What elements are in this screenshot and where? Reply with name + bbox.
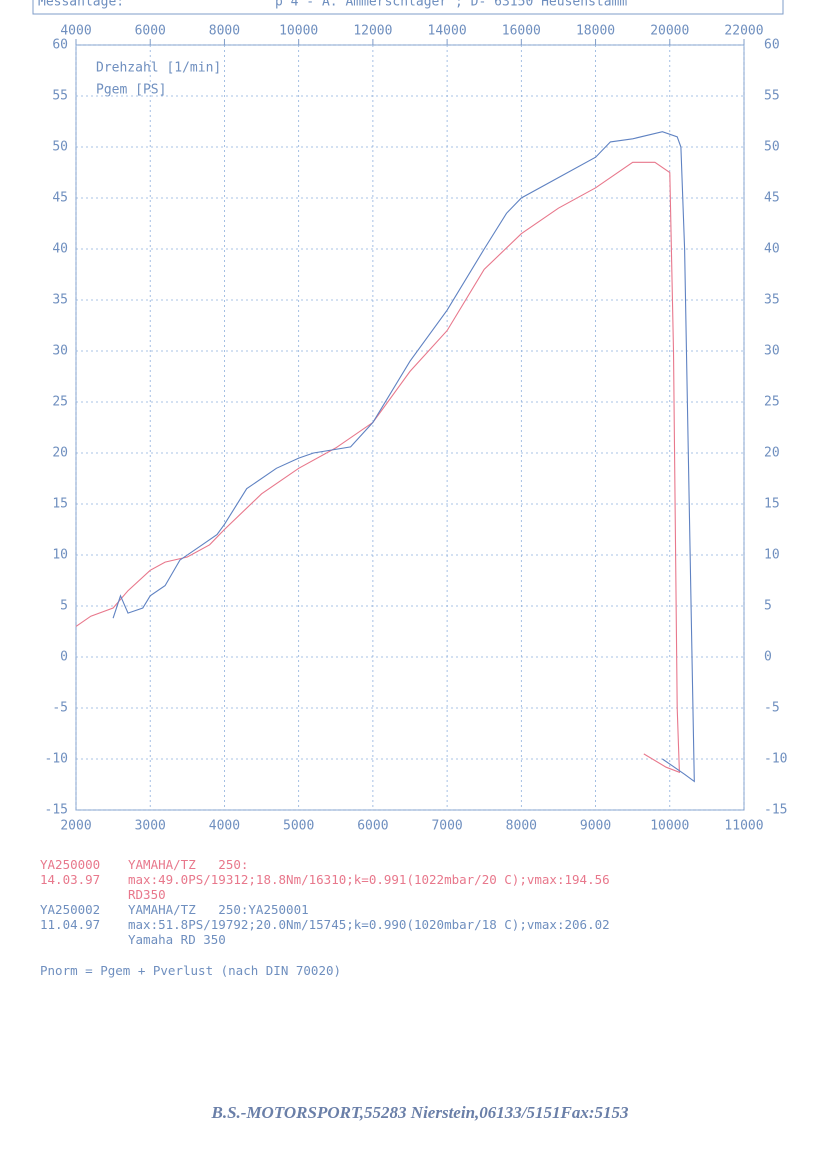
x2-tick-label: 22000 xyxy=(724,24,763,39)
y-tick-label-right: 0 xyxy=(764,650,772,665)
x-tick-label: 4000 xyxy=(209,819,240,834)
y-tick-label-right: 25 xyxy=(764,395,780,410)
y-tick-label: 45 xyxy=(52,191,68,206)
y-tick-label-right: 35 xyxy=(764,293,780,308)
run-details: max:49.0PS/19312;18.8Nm/16310;k=0.991(10… xyxy=(128,872,610,887)
data-line xyxy=(75,161,680,774)
header-text: p 4 - A. Ammerschläger ; D- 63150 Heusen… xyxy=(275,0,627,10)
legend-label: Drehzahl [1/min] xyxy=(96,61,221,76)
header-label: Messanlage: xyxy=(38,0,124,10)
y-tick-label: -10 xyxy=(45,752,68,767)
y-tick-label: -5 xyxy=(52,701,68,716)
x-tick-label: 3000 xyxy=(135,819,166,834)
y-tick-label-right: 5 xyxy=(764,599,772,614)
y-tick-label: 30 xyxy=(52,344,68,359)
run-details: max:51.8PS/19792;20.0Nm/15745;k=0.990(10… xyxy=(128,917,610,932)
run-id: YA250002 xyxy=(40,902,101,917)
data-line xyxy=(112,131,695,783)
y-tick-label: 50 xyxy=(52,140,68,155)
y-tick-label: -15 xyxy=(45,803,68,818)
header-box xyxy=(32,0,784,15)
y-tick-label: 20 xyxy=(52,446,68,461)
y-tick-label-right: 55 xyxy=(764,89,780,104)
x2-tick-label: 12000 xyxy=(353,24,392,39)
y-tick-label-right: 15 xyxy=(764,497,780,512)
y-tick-label-right: 50 xyxy=(764,140,780,155)
x-tick-label: 5000 xyxy=(283,819,314,834)
y-tick-label-right: 30 xyxy=(764,344,780,359)
y-tick-label: 25 xyxy=(52,395,68,410)
plot-frame xyxy=(75,44,745,811)
y-tick-label-right: 45 xyxy=(764,191,780,206)
run-date: 11.04.97 xyxy=(40,917,101,932)
x-tick-label: 11000 xyxy=(724,819,763,834)
x2-tick-label: 10000 xyxy=(279,24,318,39)
x-tick-label: 6000 xyxy=(357,819,388,834)
x2-tick-label: 20000 xyxy=(650,24,689,39)
run-date: 14.03.97 xyxy=(40,872,101,887)
chart: Messanlage: p 4 - A. Ammerschläger ; D- … xyxy=(32,0,787,834)
y-tick-label-right: 40 xyxy=(764,242,780,257)
x-tick-label: 10000 xyxy=(650,819,689,834)
y-tick-label: 15 xyxy=(52,497,68,512)
x2-tick-label: 8000 xyxy=(209,24,240,39)
y-tick-label: 35 xyxy=(52,293,68,308)
run-model: YAMAHA/TZ 250: xyxy=(128,857,249,872)
run-id: YA250000 xyxy=(40,857,101,872)
y-tick-label-right: -10 xyxy=(764,752,787,767)
y-tick-label: 55 xyxy=(52,89,68,104)
x2-tick-label: 4000 xyxy=(60,24,91,39)
y-tick-label-right: 10 xyxy=(764,548,780,563)
y-tick-label-right: -15 xyxy=(764,803,787,818)
y-tick-label: 40 xyxy=(52,242,68,257)
y-tick-label-right: 60 xyxy=(764,38,780,53)
y-tick-label-right: 20 xyxy=(764,446,780,461)
y-tick-label: 60 xyxy=(52,38,68,53)
legend-label: Pgem [PS] xyxy=(96,83,166,98)
y-tick-label: 0 xyxy=(60,650,68,665)
x-tick-label: 2000 xyxy=(60,819,91,834)
run-vehicle: Yamaha RD 350 xyxy=(128,932,226,947)
run-model: YAMAHA/TZ 250:YA250001 xyxy=(128,902,309,917)
x-tick-label: 8000 xyxy=(506,819,537,834)
y-tick-label-right: -5 xyxy=(764,701,780,716)
run-vehicle: RD350 xyxy=(128,887,166,902)
x-tick-label: 9000 xyxy=(580,819,611,834)
footer: B.S.-MOTORSPORT,55283 Nierstein,06133/51… xyxy=(211,1103,629,1122)
x2-tick-label: 18000 xyxy=(576,24,615,39)
x2-tick-label: 6000 xyxy=(135,24,166,39)
x2-tick-label: 14000 xyxy=(428,24,467,39)
x-tick-label: 7000 xyxy=(431,819,462,834)
y-tick-label: 5 xyxy=(60,599,68,614)
x2-tick-label: 16000 xyxy=(502,24,541,39)
note: Pnorm = Pgem + Pverlust (nach DIN 70020) xyxy=(40,963,342,978)
y-tick-label: 10 xyxy=(52,548,68,563)
